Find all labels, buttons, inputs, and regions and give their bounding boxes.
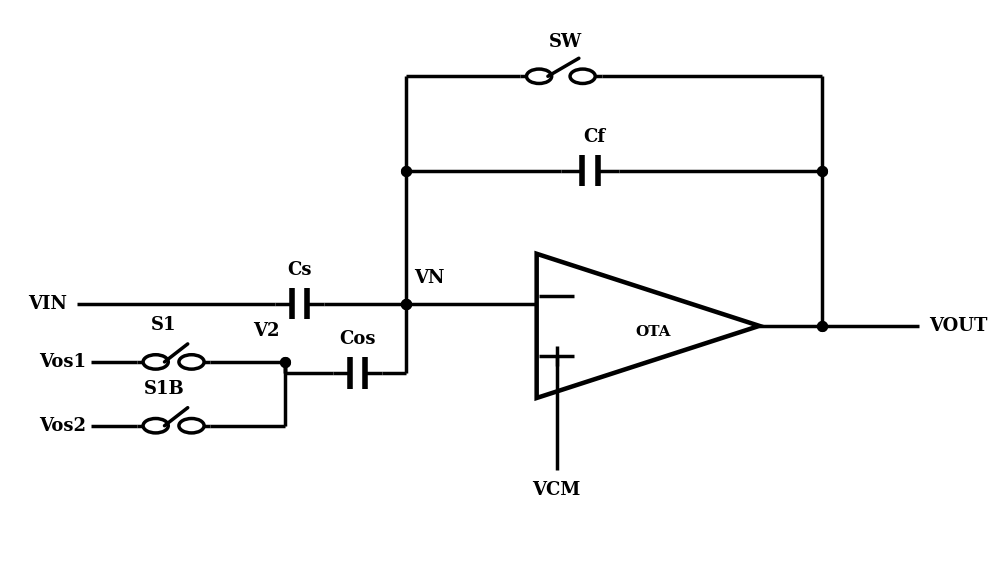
Text: V2: V2 [254,321,280,339]
Text: S1B: S1B [144,380,184,398]
Text: Cos: Cos [339,330,376,348]
Text: SW: SW [549,33,582,51]
Text: Vos1: Vos1 [39,353,86,371]
Text: VIN: VIN [28,294,67,312]
Text: Cs: Cs [287,261,312,279]
Text: Vos2: Vos2 [39,417,86,435]
Text: VOUT: VOUT [929,317,987,335]
Text: Cf: Cf [584,128,606,146]
Text: VCM: VCM [533,481,581,499]
Text: OTA: OTA [635,325,671,338]
Text: VN: VN [414,269,444,287]
Text: S1: S1 [151,316,177,334]
